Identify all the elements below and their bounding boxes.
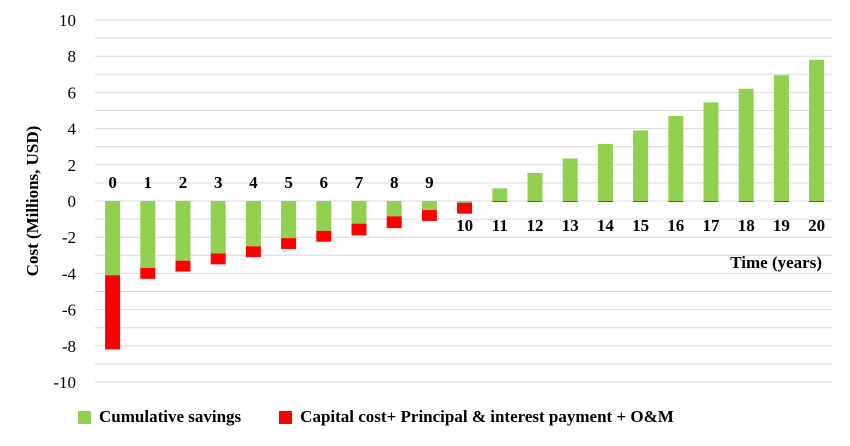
- bar-savings: [562, 158, 578, 201]
- y-tick-label: 0: [68, 192, 77, 211]
- bar-savings: [773, 75, 789, 201]
- category-labels: 0 1 2 3 4 5 6 7 8 910 11 12 13 14 15 16 17 18 19 20: [108, 173, 825, 235]
- category-label: 15: [632, 216, 649, 235]
- bar-cost: [457, 202, 473, 214]
- y-tick-labels: 10 8 6 4 2 0 -2 -4 -6 -8 -10: [53, 11, 76, 392]
- bar-savings: [105, 201, 121, 276]
- category-label: 14: [597, 216, 615, 235]
- category-label: 13: [562, 216, 579, 235]
- category-label: 6: [320, 173, 329, 192]
- bar-cost: [210, 253, 226, 265]
- bar-cost: [140, 267, 156, 279]
- y-tick-label: 2: [68, 156, 77, 175]
- bar-cost: [175, 260, 191, 272]
- category-label: 10: [456, 216, 473, 235]
- y-tick-label: -8: [62, 337, 76, 356]
- legend-label-savings: Cumulative savings: [99, 407, 242, 426]
- legend-item-savings: Cumulative savings: [78, 407, 241, 427]
- bar-cost: [527, 201, 543, 202]
- category-label: 3: [214, 173, 223, 192]
- bar-cost: [738, 201, 754, 202]
- x-axis-title: Time (years): [730, 253, 822, 272]
- category-label: 4: [249, 173, 258, 192]
- category-label: 5: [284, 173, 293, 192]
- bar-savings: [457, 201, 473, 203]
- bar-savings: [633, 130, 649, 201]
- category-label: 1: [144, 173, 153, 192]
- legend-item-cost: Capital cost+ Principal & interest payme…: [279, 407, 674, 427]
- bar-cost: [773, 201, 789, 202]
- category-label: 20: [808, 216, 825, 235]
- category-label: 7: [355, 173, 364, 192]
- bar-savings: [668, 115, 684, 201]
- bar-savings: [703, 102, 719, 201]
- bar-cost: [281, 238, 297, 249]
- bar-savings: [245, 201, 261, 247]
- bar-cost: [421, 210, 437, 221]
- y-tick-label: -2: [62, 228, 76, 247]
- bar-savings: [527, 172, 543, 201]
- bars: [105, 59, 825, 350]
- bar-cost: [809, 201, 825, 202]
- y-tick-label: 10: [59, 11, 76, 30]
- bar-cost: [597, 201, 613, 202]
- y-axis-title: Cost (Millions, USD): [23, 126, 42, 277]
- legend-swatch-savings: [78, 410, 91, 424]
- bar-savings: [281, 201, 297, 239]
- y-tick-label: -6: [62, 301, 76, 320]
- bar-cost: [105, 275, 121, 350]
- bar-cost: [386, 216, 402, 229]
- legend: Cumulative savings Capital cost+ Princip…: [78, 404, 674, 430]
- y-tick-label: -10: [53, 373, 76, 392]
- bar-savings: [316, 201, 332, 231]
- category-label: 11: [492, 216, 508, 235]
- bar-cost: [245, 246, 261, 258]
- bar-savings: [809, 59, 825, 201]
- category-label: 12: [527, 216, 544, 235]
- legend-label-cost: Capital cost+ Principal & interest payme…: [300, 407, 674, 426]
- bar-savings: [597, 143, 613, 201]
- category-label: 8: [390, 173, 399, 192]
- category-label: 18: [738, 216, 755, 235]
- category-label: 0: [108, 173, 117, 192]
- bar-savings: [492, 188, 508, 201]
- y-tick-label: 6: [68, 83, 77, 102]
- y-tick-label: 4: [68, 120, 77, 139]
- bar-savings: [738, 88, 754, 201]
- category-label: 19: [773, 216, 790, 235]
- legend-swatch-cost: [279, 410, 293, 424]
- category-label: 2: [179, 173, 188, 192]
- bar-cost: [562, 201, 578, 202]
- bar-savings: [421, 201, 437, 211]
- bar-savings: [175, 201, 191, 261]
- category-label: 17: [703, 216, 721, 235]
- y-tick-label: 8: [68, 47, 77, 66]
- category-label: 9: [425, 173, 434, 192]
- bar-savings: [351, 201, 367, 224]
- bar-savings: [210, 201, 226, 254]
- bar-cost: [316, 230, 332, 242]
- bar-cost: [492, 201, 508, 202]
- bar-savings: [386, 201, 402, 217]
- bar-cost: [703, 201, 719, 202]
- category-label: 16: [667, 216, 684, 235]
- y-tick-label: -4: [62, 264, 77, 283]
- bar-cost: [351, 223, 367, 236]
- bar-savings: [140, 201, 156, 268]
- bar-cost: [633, 201, 649, 202]
- bar-cost: [668, 201, 684, 202]
